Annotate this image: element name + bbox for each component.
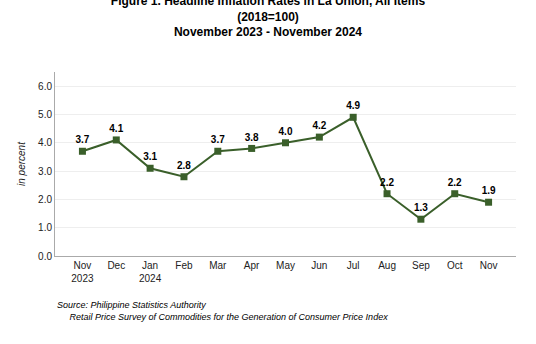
svg-text:Figure 1. Headline Inflation R: Figure 1. Headline Inflation Rates in La…: [111, 0, 426, 39]
svg-text:Mar: Mar: [209, 260, 227, 271]
svg-text:Apr: Apr: [244, 260, 260, 271]
svg-text:Feb: Feb: [175, 260, 193, 271]
svg-text:Nov: Nov: [480, 260, 498, 271]
svg-text:Jun: Jun: [311, 260, 327, 271]
svg-text:Aug: Aug: [378, 260, 396, 271]
svg-text:May: May: [276, 260, 295, 271]
svg-text:1.3: 1.3: [414, 202, 428, 213]
svg-text:2.2: 2.2: [448, 177, 462, 188]
svg-text:0.0: 0.0: [38, 251, 52, 262]
svg-text:Jul: Jul: [347, 260, 360, 271]
svg-text:3.7: 3.7: [211, 134, 225, 145]
svg-text:Dec: Dec: [107, 260, 125, 271]
svg-text:2.0: 2.0: [38, 194, 52, 205]
svg-text:4.9: 4.9: [346, 100, 360, 111]
svg-text:4.0: 4.0: [279, 126, 293, 137]
svg-text:3.7: 3.7: [75, 134, 89, 145]
svg-text:in percent: in percent: [16, 141, 27, 186]
svg-text:Sep: Sep: [412, 260, 430, 271]
svg-text:5.0: 5.0: [38, 109, 52, 120]
svg-text:3.8: 3.8: [245, 132, 259, 143]
svg-text:4.0: 4.0: [38, 137, 52, 148]
svg-text:Source: Philippine Statistics: Source: Philippine Statistics Authority …: [57, 300, 388, 322]
svg-text:Nov2023: Nov2023: [71, 260, 94, 284]
svg-text:3.0: 3.0: [38, 166, 52, 177]
svg-text:Jan2024: Jan2024: [139, 260, 162, 284]
svg-text:4.2: 4.2: [312, 120, 326, 131]
svg-text:2.8: 2.8: [177, 160, 191, 171]
svg-text:4.1: 4.1: [109, 123, 123, 134]
svg-text:1.0: 1.0: [38, 222, 52, 233]
svg-text:2.2: 2.2: [380, 177, 394, 188]
svg-text:3.1: 3.1: [143, 151, 157, 162]
svg-text:1.9: 1.9: [482, 185, 496, 196]
svg-text:Oct: Oct: [447, 260, 463, 271]
svg-text:6.0: 6.0: [38, 81, 52, 92]
